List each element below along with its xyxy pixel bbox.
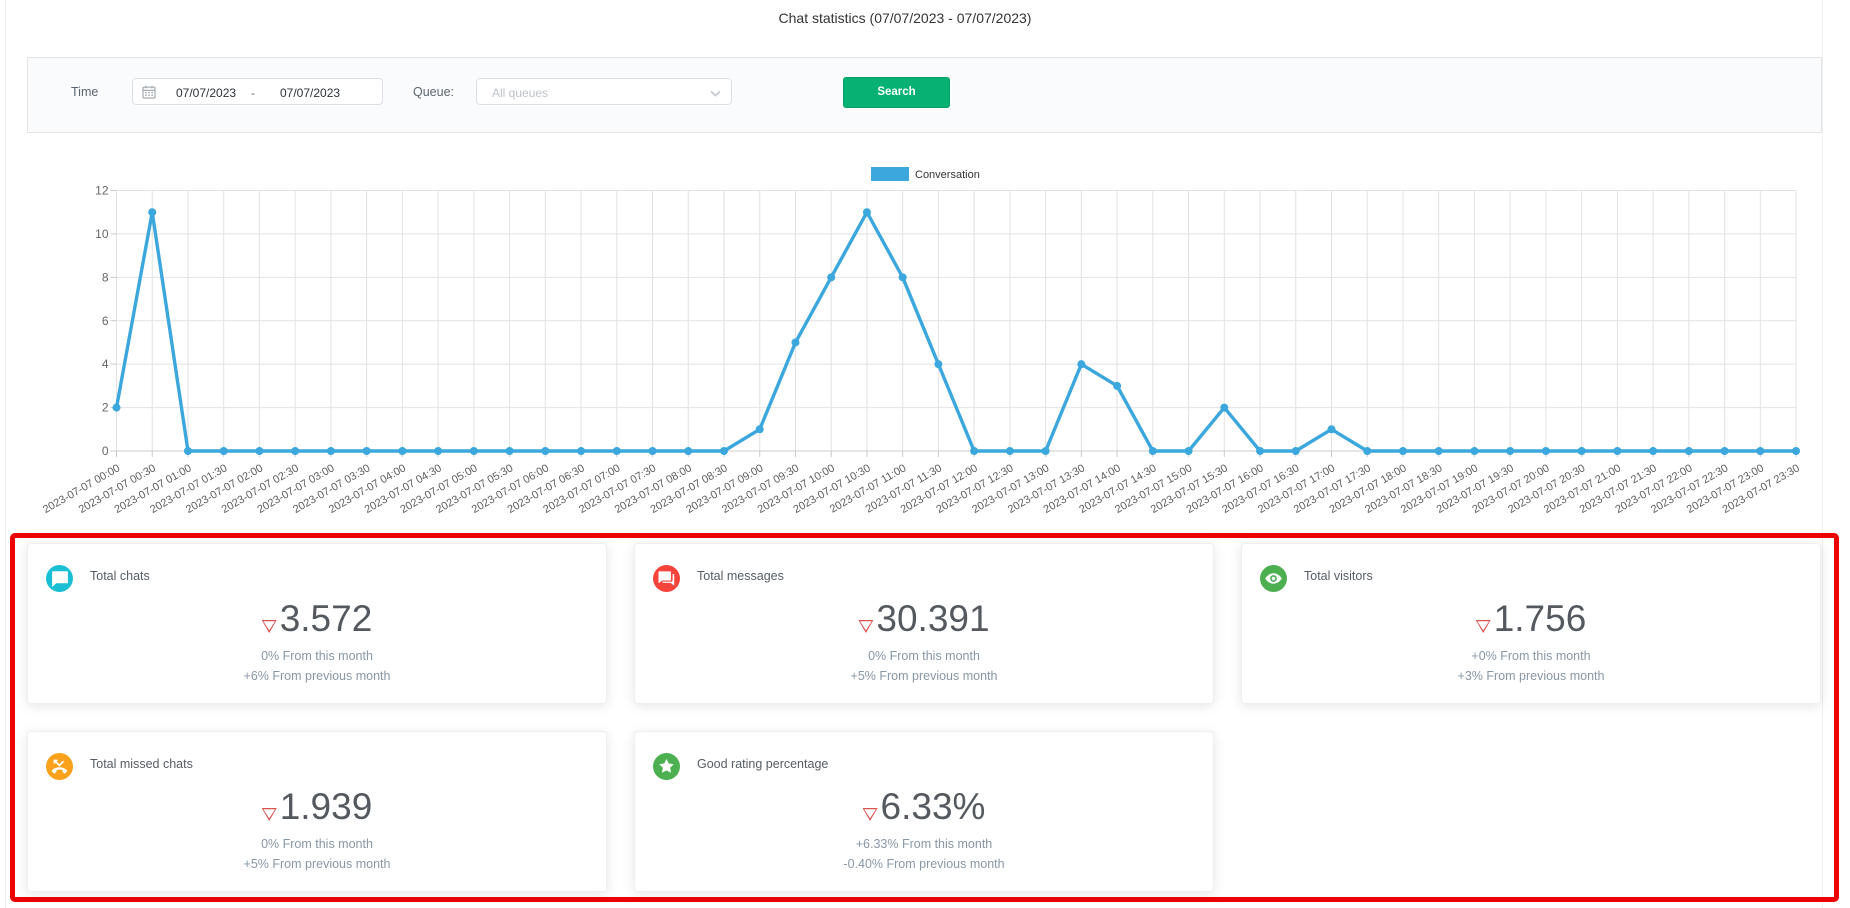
svg-text:0: 0 [102, 444, 109, 458]
svg-text:4: 4 [102, 357, 109, 371]
svg-text:6: 6 [102, 314, 109, 328]
svg-text:2: 2 [102, 401, 109, 415]
svg-text:10: 10 [95, 227, 109, 241]
svg-text:12: 12 [95, 184, 109, 198]
svg-text:8: 8 [102, 270, 109, 284]
svg-text:Conversation: Conversation [915, 169, 980, 181]
